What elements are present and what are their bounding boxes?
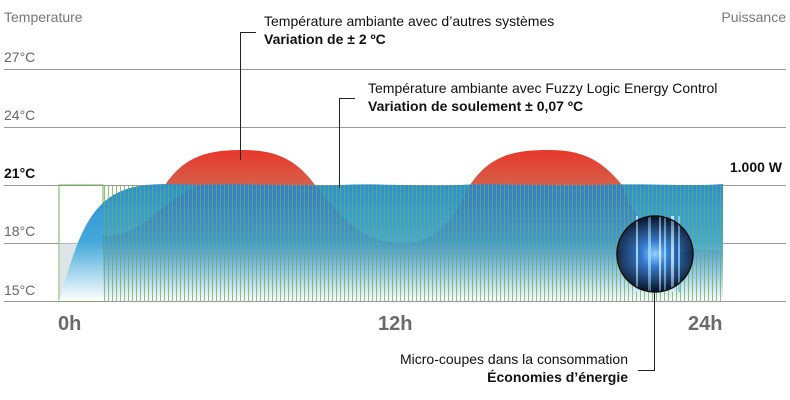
annotation-micro-cuts: Micro-coupes dans la consommation Économ… [400, 350, 628, 386]
annotation-other-systems-variation: Variation de ± 2 ºC [264, 31, 386, 47]
x-tick-24h: 24h [688, 313, 723, 335]
annotation-other-systems: Température ambiante avec d’autres systè… [264, 12, 554, 48]
leader-micro-vertical [654, 292, 655, 370]
micro-cuts-lens [616, 215, 694, 293]
leader-micro-horizontal [638, 370, 655, 371]
gridline-27 [4, 69, 786, 70]
y-tick-18: 18°C [4, 223, 36, 239]
other-systems-peak-2 [470, 150, 622, 185]
annotation-micro-savings: Économies d’énergie [487, 369, 628, 385]
leader-other-horizontal [240, 32, 256, 33]
other-systems-peak-1 [165, 150, 315, 185]
y-tick-15: 15°C [4, 282, 36, 298]
power-value-label: 1.000 W [729, 159, 782, 175]
y-tick-24: 24°C [4, 107, 36, 123]
annotation-fuzzy-title: Température ambiante avec Fuzzy Logic En… [368, 80, 718, 96]
annotation-fuzzy-variation: Variation de soulement ± 0,07 ºC [368, 98, 584, 114]
annotation-micro-title: Micro-coupes dans la consommation [400, 351, 628, 367]
x-tick-0h: 0h [58, 313, 82, 335]
leader-other-vertical [240, 32, 241, 160]
x-tick-12h: 12h [378, 313, 413, 335]
leader-fuzzy-vertical [339, 98, 340, 188]
annotation-fuzzy: Température ambiante avec Fuzzy Logic En… [368, 79, 717, 115]
y-tick-21: 21°C [4, 165, 36, 181]
leader-fuzzy-horizontal [339, 98, 355, 99]
right-axis-title: Puissance [721, 9, 786, 25]
gridline-15 [4, 301, 786, 302]
gridline-24 [4, 127, 786, 128]
annotation-other-systems-title: Température ambiante avec d’autres systè… [264, 13, 555, 29]
y-tick-27: 27°C [4, 49, 36, 65]
y-axis-title: Temperature [4, 9, 83, 25]
